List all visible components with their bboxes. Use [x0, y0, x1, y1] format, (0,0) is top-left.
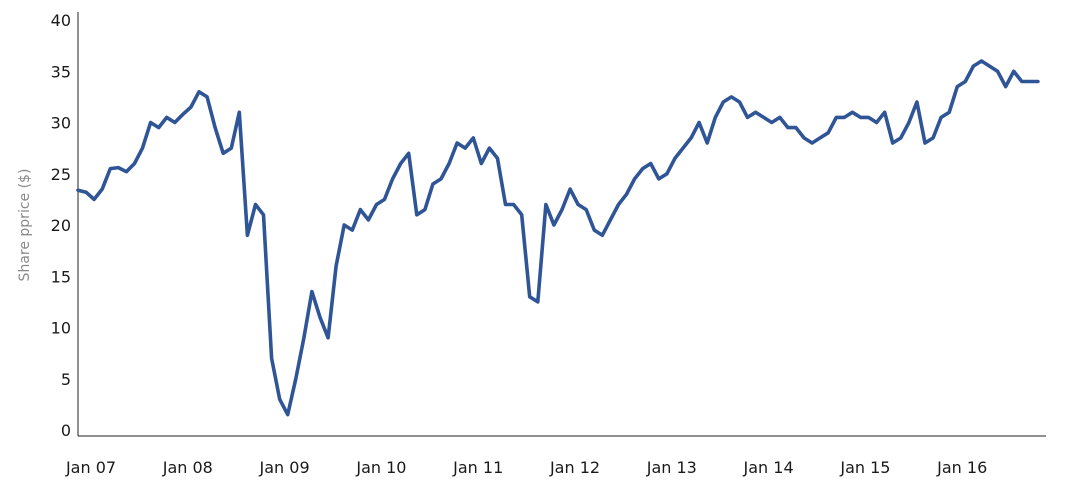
x-tick-label: Jan 13 — [646, 458, 697, 477]
x-tick-labels: Jan 07 Jan 08 Jan 09 Jan 10 Jan 11 Jan 12 Jan … — [65, 458, 987, 477]
y-tick-labels: 0 5 10 15 20 25 30 35 40 — [51, 11, 71, 440]
share-price-line — [76, 59, 1040, 417]
y-tick-label: 40 — [51, 11, 71, 30]
y-tick-label: 10 — [51, 319, 71, 338]
y-tick-label: 20 — [51, 216, 71, 235]
x-tick-label: Jan 14 — [743, 458, 794, 477]
y-tick-label: 30 — [51, 114, 71, 133]
x-tick-label: Jan 08 — [162, 458, 213, 477]
x-tick-label: Jan 15 — [839, 458, 890, 477]
x-tick-label: Jan 10 — [355, 458, 406, 477]
x-tick-label: Jan 07 — [65, 458, 116, 477]
y-axis-label: Share pprice ($) — [17, 169, 33, 282]
x-tick-label: Jan 11 — [452, 458, 503, 477]
y-tick-label: 25 — [51, 165, 71, 184]
x-tick-label: Jan 12 — [549, 458, 600, 477]
x-tick-label: Jan 09 — [259, 458, 310, 477]
y-tick-label: 15 — [51, 267, 71, 286]
y-tick-label: 35 — [51, 62, 71, 81]
x-tick-label: Jan 16 — [936, 458, 987, 477]
y-tick-label: 5 — [61, 370, 71, 389]
y-tick-label: 0 — [61, 421, 71, 440]
